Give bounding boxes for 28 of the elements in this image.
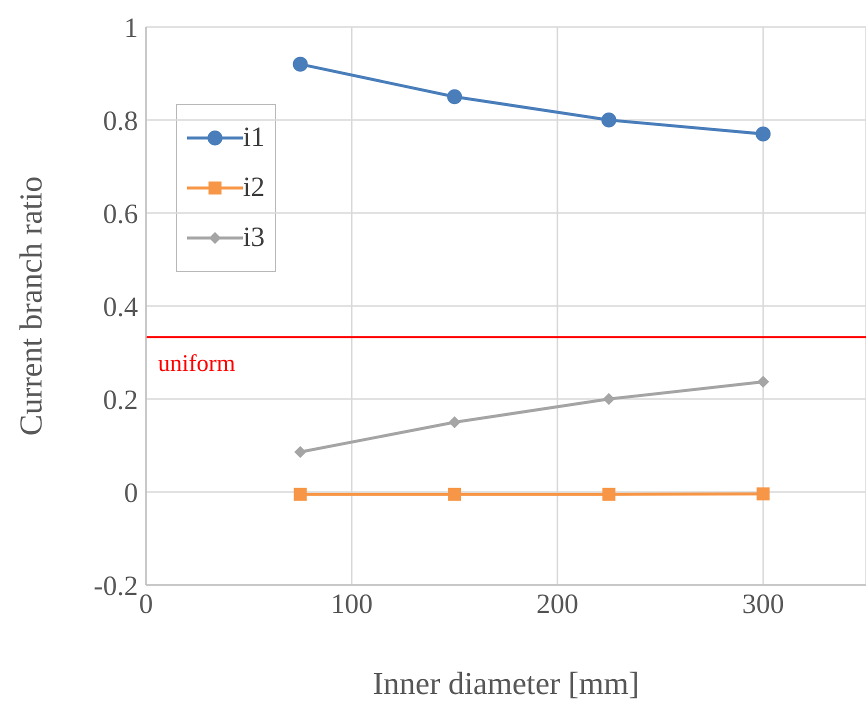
point bbox=[602, 488, 616, 501]
point bbox=[292, 56, 308, 72]
point bbox=[448, 488, 462, 501]
y-tick-label: 0.6 bbox=[103, 198, 138, 230]
y-axis-title: Current branch ratio bbox=[12, 176, 48, 436]
point bbox=[756, 126, 771, 142]
y-tick-label: 0.8 bbox=[103, 106, 138, 137]
point bbox=[756, 487, 770, 500]
legend-label: i2 bbox=[243, 172, 265, 204]
x-tick-label: 200 bbox=[536, 588, 578, 620]
x-tick-label: 300 bbox=[742, 588, 784, 620]
y-tick-label: -0.2 bbox=[94, 570, 138, 602]
point bbox=[757, 376, 770, 388]
legend-label: i3 bbox=[243, 222, 265, 254]
y-tick-label: 0.2 bbox=[103, 384, 138, 416]
x-axis-title: Inner diameter [mm] bbox=[372, 665, 640, 701]
y-tick-label: 0 bbox=[124, 478, 138, 509]
y-tick-label: 0.4 bbox=[103, 292, 138, 323]
point bbox=[602, 393, 615, 405]
point bbox=[294, 446, 306, 458]
point bbox=[448, 416, 461, 428]
ref-line-label: uniform bbox=[158, 351, 236, 378]
point bbox=[447, 89, 462, 104]
point bbox=[601, 112, 616, 128]
y-tick-label: 1 bbox=[124, 12, 138, 44]
point bbox=[294, 488, 307, 501]
x-tick-label: 100 bbox=[330, 588, 373, 620]
legend-label: i1 bbox=[243, 122, 265, 154]
